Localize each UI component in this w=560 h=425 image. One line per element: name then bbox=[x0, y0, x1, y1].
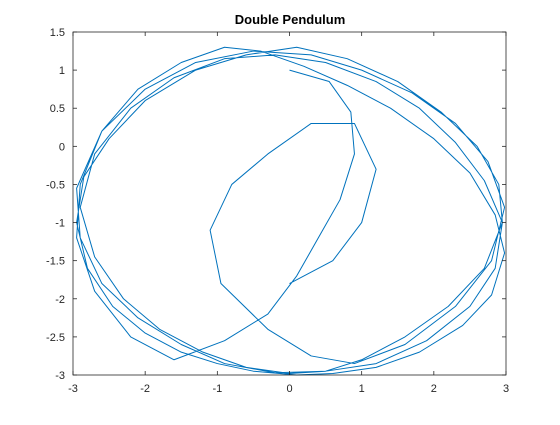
x-tick-label-4: 1 bbox=[359, 383, 365, 395]
chart-title: Double Pendulum bbox=[235, 12, 346, 27]
x-tick-label-2: -1 bbox=[212, 383, 222, 395]
plot-area-box bbox=[72, 31, 507, 376]
y-tick-label-5: -0.5 bbox=[46, 179, 65, 191]
x-tick-label-1: -2 bbox=[140, 383, 150, 395]
x-tick-label-5: 2 bbox=[431, 383, 437, 395]
series-line-0 bbox=[76, 46, 506, 376]
y-tick-label-3: -1.5 bbox=[46, 256, 65, 268]
y-axis-ticks: -3 -2.5 -2 -1.5 -1 -0.5 0 0.5 1 1.5 bbox=[46, 27, 506, 382]
y-tick-label-1: -2.5 bbox=[46, 332, 65, 344]
x-axis-ticks: -3 -2 -1 0 1 2 3 bbox=[68, 32, 509, 395]
y-tick-label-6: 0 bbox=[59, 141, 65, 153]
y-tick-label-9: 1.5 bbox=[50, 27, 65, 39]
x-tick-label-0: -3 bbox=[68, 383, 78, 395]
y-tick-label-4: -1 bbox=[55, 218, 65, 230]
x-tick-label-3: 0 bbox=[286, 383, 292, 395]
y-tick-label-7: 0.5 bbox=[50, 103, 65, 115]
y-tick-label-0: -3 bbox=[55, 370, 65, 382]
x-tick-label-6: 3 bbox=[503, 383, 509, 395]
y-tick-label-2: -2 bbox=[55, 294, 65, 306]
series-group bbox=[76, 46, 506, 376]
y-tick-label-8: 1 bbox=[59, 65, 65, 77]
